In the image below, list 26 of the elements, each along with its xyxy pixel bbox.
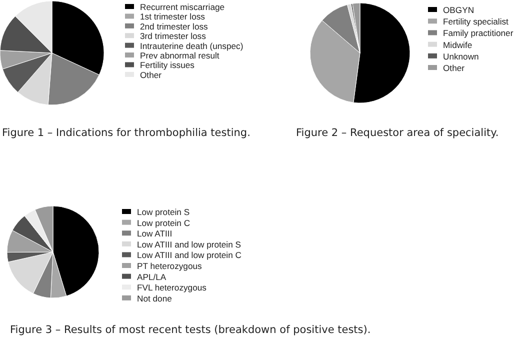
legend-label: Other — [443, 63, 465, 73]
legend-label: Other — [140, 70, 162, 80]
legend-label: Low protein S — [137, 207, 190, 217]
legend-label: FVL heterozygous — [137, 282, 206, 293]
legend-label: APL/LA — [137, 272, 166, 282]
legend-label: Recurrent miscarriage — [140, 2, 225, 12]
legend-label: Not done — [137, 293, 172, 304]
legend-label: 1st trimester loss — [140, 12, 205, 22]
legend-label: Unknown — [443, 51, 480, 62]
text: Figure 2 – Requestor area of speciality. — [296, 127, 499, 139]
legend-label: 2nd trimester loss — [140, 21, 208, 32]
legend-label: 3rd trimester loss — [140, 31, 206, 42]
legend-label: Prev abnormal result — [140, 50, 220, 60]
legend-label: Low ATIII and low protein C — [137, 250, 242, 260]
legend-label: Fertility issues — [140, 60, 194, 70]
legend-label: Fertility specialist — [443, 16, 510, 27]
legend-label: Family practitioner — [443, 28, 514, 38]
text: Figure 1 – Indications for thrombophilia testing. — [2, 127, 250, 139]
legend-label: PT heterozygous — [137, 261, 202, 271]
legend-label: Low ATIII and low protein S — [137, 239, 242, 250]
legend-label: Low protein C — [137, 218, 190, 228]
text: Figure 3 – Results of most recent tests (breakdown of positive tests). — [10, 324, 371, 336]
legend-label: Midwife — [443, 40, 472, 50]
legend-label: Intrauterine death (unspec) — [140, 40, 244, 51]
legend-label: OBGYN — [443, 5, 474, 15]
legend-label: Low ATIII — [137, 228, 172, 239]
